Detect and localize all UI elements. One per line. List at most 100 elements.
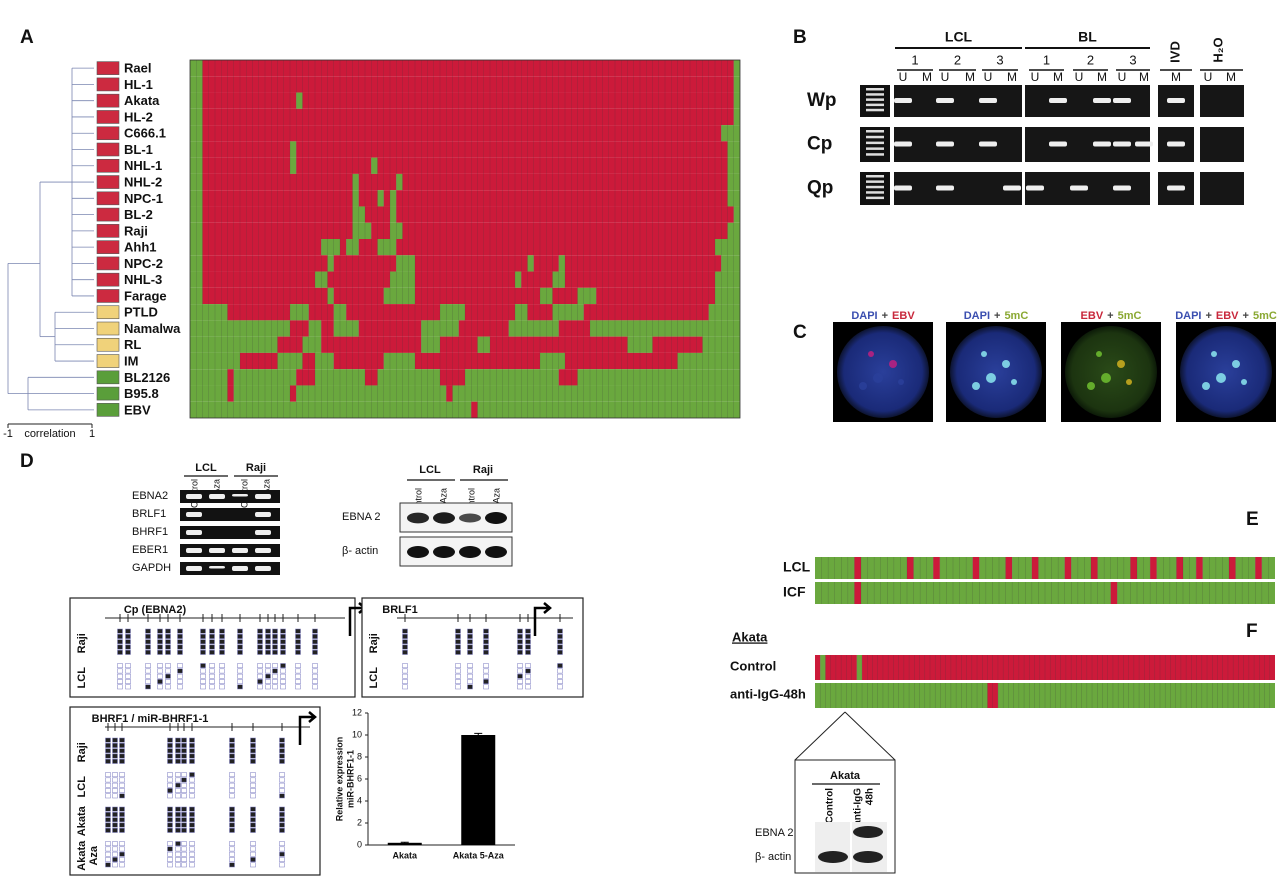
heatmap-run [352, 173, 359, 191]
heatmap-run [202, 271, 315, 288]
cpg-site [250, 846, 256, 852]
gel-band [936, 185, 954, 191]
cpg-site [165, 639, 171, 645]
cpg-site [167, 772, 173, 778]
ladder-band [866, 147, 884, 150]
gene-label: GAPDH [132, 562, 171, 574]
strand-label: M [1139, 70, 1149, 84]
heatmap-run [358, 320, 422, 337]
cpg-site [157, 634, 163, 639]
cpg-site [117, 663, 123, 669]
heatmap-run [997, 683, 1275, 708]
cpg-site [279, 857, 285, 862]
group-label: Akata [830, 770, 861, 782]
cpg-site [467, 663, 473, 669]
sample-swatch [96, 110, 120, 124]
cpg-site [105, 806, 111, 812]
heatmap-run [552, 287, 578, 305]
cpg-site [312, 684, 318, 690]
gel [180, 508, 280, 521]
ladder-band [866, 196, 884, 200]
ladder-band [866, 191, 884, 194]
nucleus [1065, 326, 1157, 418]
gel [180, 562, 280, 575]
sample-swatch [96, 207, 120, 222]
sample-label: HL-1 [124, 77, 153, 92]
heatmap-run [515, 271, 522, 288]
cpg-site [157, 644, 163, 650]
gel-band [1167, 141, 1185, 147]
gel [894, 127, 1022, 162]
signal-spot [859, 382, 867, 390]
cpg-site [167, 862, 173, 868]
cpg-site [229, 788, 235, 793]
heatmap-run [1012, 557, 1032, 579]
heatmap-run [190, 173, 203, 191]
gel-band [1113, 141, 1131, 147]
cpg-site [557, 663, 563, 669]
heatmap-run [733, 60, 740, 77]
cpg-site [229, 827, 235, 833]
heatmap-run [371, 222, 390, 239]
gel-band [936, 141, 954, 147]
heatmap-run [190, 157, 203, 174]
heatmap-run [677, 352, 740, 370]
cpg-site [181, 827, 187, 833]
cpg-site [312, 663, 318, 669]
cpg-site [229, 822, 235, 828]
cpg-site [167, 822, 173, 828]
cpg-site [295, 663, 301, 669]
signal-spot [1202, 382, 1210, 390]
heatmap-run [1255, 557, 1262, 579]
strand-label: U [899, 70, 908, 84]
cpg-site [119, 841, 125, 847]
cpg-site [167, 748, 173, 754]
cpg-site [557, 673, 563, 679]
cpg-site [219, 668, 225, 674]
gel-band [255, 566, 271, 571]
cpg-site [467, 668, 473, 674]
cpg-site [279, 827, 285, 833]
heatmap-run [727, 157, 740, 174]
cpg-site [157, 673, 163, 679]
heatmap-run [402, 173, 728, 191]
cpg-site [219, 628, 225, 634]
cpg-site [167, 841, 173, 847]
cpg-site [279, 851, 285, 857]
cpg-site [279, 806, 285, 812]
condition-label: Control [825, 788, 836, 824]
cpg-site [250, 743, 256, 748]
cpg-site [181, 857, 187, 862]
cpg-site [117, 684, 123, 690]
cpg-site [119, 758, 125, 764]
gel-band [1167, 98, 1185, 103]
heatmap-run [327, 255, 334, 272]
heatmap-run [358, 173, 397, 191]
heatmap-run [290, 385, 297, 402]
heatmap-run [190, 206, 203, 223]
sample-label: Raji [76, 742, 88, 762]
signal-spot [1241, 379, 1247, 385]
cpg-site [219, 639, 225, 645]
cpg-site [125, 628, 131, 634]
cpg-site [557, 634, 563, 639]
lane-number: 2 [954, 52, 961, 67]
cpg-site [167, 846, 173, 852]
protein-label: β- actin [755, 851, 791, 863]
cpg-site [229, 772, 235, 778]
heatmap-run [190, 76, 203, 93]
heatmap-run [596, 287, 715, 305]
heatmap-run [565, 271, 715, 288]
heatmap-run [202, 239, 322, 256]
cpg-site [467, 673, 473, 679]
heatmap-run [458, 320, 509, 337]
cpg-site [125, 663, 131, 669]
sample-label: Ahh1 [124, 240, 157, 255]
cpg-site [229, 782, 235, 788]
cpg-site [237, 673, 243, 679]
heatmap-run [190, 141, 203, 158]
cpg-site [177, 634, 183, 639]
heatmap-run [1064, 557, 1072, 579]
cpg-site [145, 634, 151, 639]
sample-label: Raji [124, 223, 148, 238]
